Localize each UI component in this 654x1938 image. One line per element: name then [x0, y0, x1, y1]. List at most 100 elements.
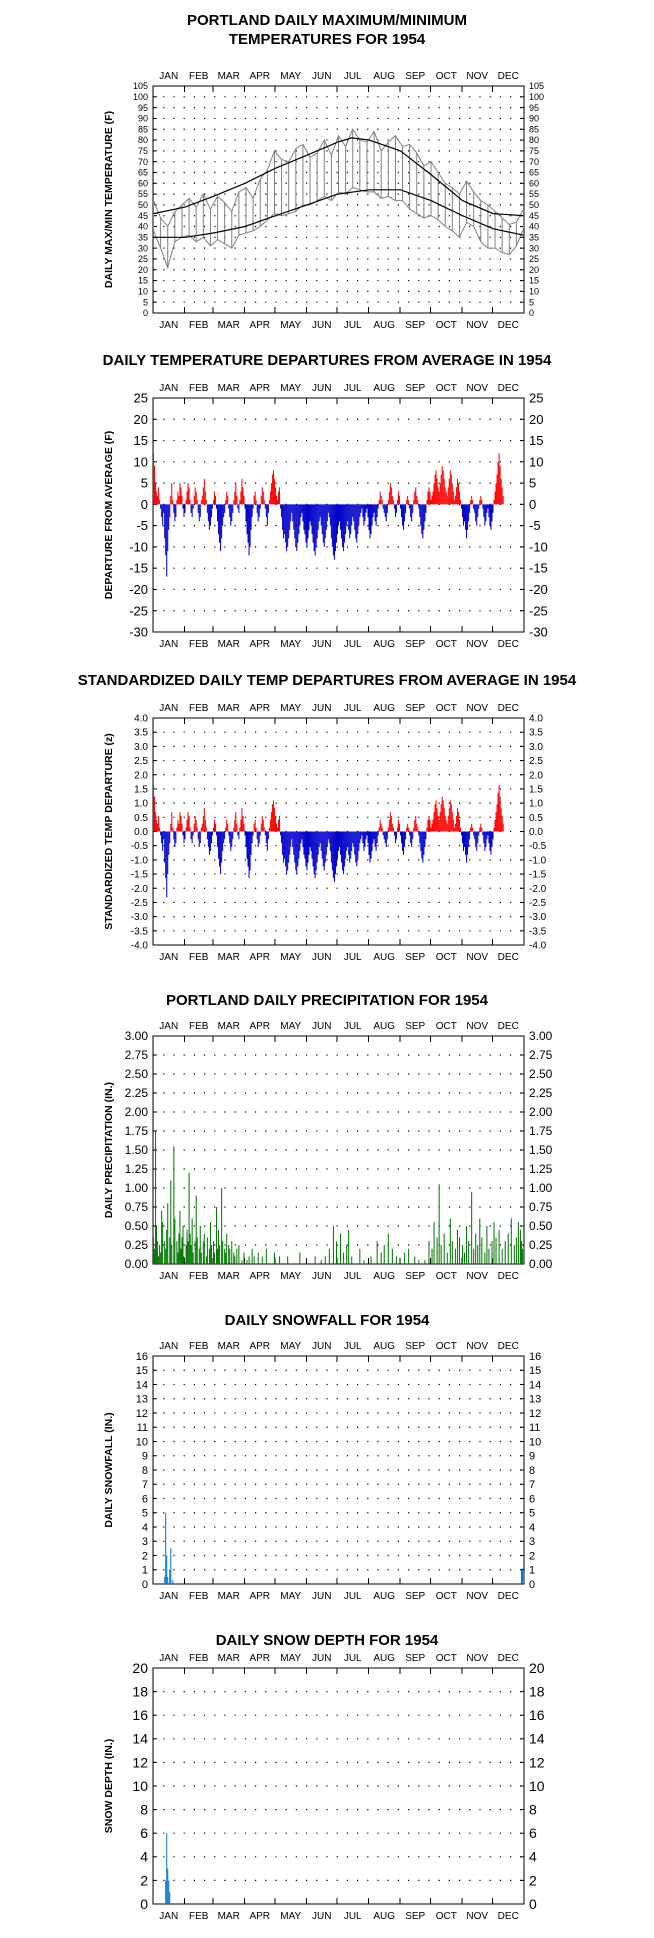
standardized-bar [440, 804, 442, 832]
departure-bar [196, 500, 198, 505]
standardized-bar [163, 831, 165, 840]
standardized-bar [209, 831, 211, 851]
departure-bar [441, 466, 443, 505]
departure-bar [228, 504, 230, 509]
y-tick-label-left: 11 [137, 1422, 148, 1434]
y-tick-label-left: 0 [143, 308, 148, 318]
standardized-bar [366, 831, 368, 836]
standardized-bar [164, 831, 166, 863]
y-tick-label-left: 12 [136, 1408, 148, 1420]
snowdepth-bar [166, 1833, 168, 1904]
standardized-bar [382, 831, 384, 836]
precip-bar [192, 1252, 194, 1264]
standardized-bar [339, 831, 341, 848]
month-label-top: AUG [373, 703, 395, 714]
chart-maxmin-title-line2: TEMPERATURES FOR 1954 [228, 31, 426, 48]
month-label-top: MAY [280, 383, 301, 394]
precip-bar [314, 1256, 316, 1264]
precip-bar [475, 1233, 477, 1264]
departure-bar [463, 504, 465, 526]
standardized-bar [155, 812, 157, 832]
plot-border [152, 1035, 525, 1265]
standardized-bar [223, 831, 225, 844]
standardized-bar [228, 831, 230, 836]
y-tick-label-left: 105 [133, 81, 148, 91]
departure-bar [240, 491, 242, 505]
y-tick-label-left: 16 [132, 1707, 148, 1723]
departure-bar [438, 491, 440, 505]
departure-bar [484, 504, 486, 526]
month-label-bottom: SEP [405, 1911, 425, 1922]
departure-bar [498, 453, 500, 505]
standardized-bar [210, 831, 212, 844]
standardized-bar [312, 831, 314, 867]
departure-bar [248, 504, 250, 556]
departure-bar [455, 487, 457, 505]
departure-bar [377, 504, 379, 509]
month-label-bottom: DEC [498, 1271, 519, 1282]
y-tick-label-right: 10 [529, 1436, 541, 1448]
precip-bar [236, 1248, 238, 1264]
departure-bar [227, 495, 229, 505]
y-tick-label-right: 5 [529, 1508, 535, 1520]
standardized-bar [364, 831, 366, 848]
departure-bar [354, 504, 356, 530]
month-label-top: AUG [373, 1341, 395, 1352]
precip-bar [246, 1260, 248, 1264]
standardized-bar [250, 831, 252, 855]
month-label-bottom: JUN [312, 320, 331, 331]
standardized-bar [362, 831, 364, 844]
month-label-bottom: DEC [498, 639, 519, 650]
departure-bar [336, 504, 338, 535]
precip-bar [229, 1248, 231, 1264]
departure-bar [381, 500, 383, 505]
departure-bar [332, 504, 334, 556]
precip-bar [491, 1241, 493, 1264]
y-tick-label-left: 40 [138, 222, 148, 232]
standardized-bar [501, 815, 503, 832]
month-label-bottom: APR [249, 1591, 270, 1602]
departure-bar [405, 504, 407, 513]
standardized-bar [464, 831, 466, 848]
precip-bar [196, 1237, 198, 1264]
snowfall-bar [521, 1568, 523, 1584]
departure-bar [398, 495, 400, 505]
departure-bar [283, 504, 285, 539]
departure-bar [291, 504, 293, 513]
departure-bar [162, 504, 164, 526]
departure-bar [446, 495, 448, 505]
standardized-bar [233, 827, 235, 832]
departure-bar [246, 504, 248, 535]
precip-bar [205, 1256, 207, 1264]
y-tick-label-right: 70 [529, 157, 539, 167]
chart-snowdepth-block: DAILY SNOW DEPTH FOR 1954 0 0 2 2 4 4 6 6 8 8 10 10… [0, 1608, 654, 1928]
departure-bar [232, 504, 234, 513]
precip-bar [343, 1252, 345, 1264]
y-tick-label-right: 1.75 [529, 1124, 553, 1138]
precip-bar [183, 1256, 185, 1264]
departure-bar [486, 504, 488, 513]
departure-bar [158, 487, 160, 505]
departure-bar [312, 504, 314, 543]
departure-bar [502, 495, 504, 505]
standardized-bar [447, 815, 449, 832]
departure-bar [492, 504, 494, 513]
precip-bar [165, 1248, 167, 1264]
y-tick-label-right: 0 [529, 1896, 537, 1912]
y-tick-label-right: 2.0 [529, 770, 543, 781]
y-tick-label-right: -25 [529, 603, 548, 618]
snowdepth-bar [165, 1880, 167, 1904]
standardized-bar [177, 819, 179, 832]
standardized-bar [502, 823, 504, 832]
departure-bar [197, 504, 199, 513]
departure-bar [265, 504, 267, 518]
standardized-bar [496, 804, 498, 832]
precip-bar [202, 1241, 204, 1264]
y-tick-label-left: 1 [142, 1565, 148, 1577]
departure-bar [222, 504, 224, 526]
departure-bar [347, 504, 349, 522]
month-label-top: JAN [159, 1653, 178, 1664]
departure-bar [495, 483, 497, 505]
departure-bar [419, 504, 421, 518]
month-label-top: SEP [405, 383, 425, 394]
